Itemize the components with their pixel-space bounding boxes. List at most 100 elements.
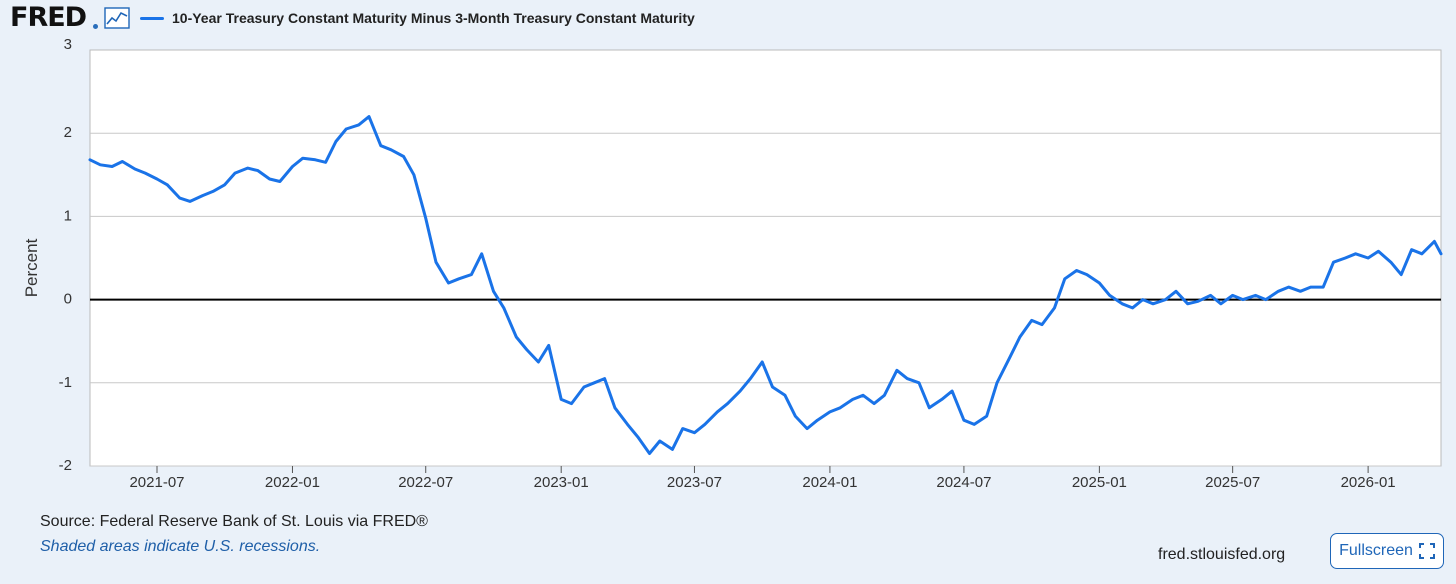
data-point <box>144 171 147 175</box>
data-point <box>402 155 405 158</box>
data-point <box>593 381 596 384</box>
data-point <box>1332 261 1335 264</box>
data-point <box>1008 356 1011 359</box>
y-tick-label: 0 <box>64 291 72 308</box>
data-point <box>928 406 931 409</box>
data-point <box>716 410 719 414</box>
data-point <box>110 165 114 168</box>
data-point <box>178 196 181 200</box>
y-tick-label: -2 <box>59 457 72 474</box>
data-point <box>995 381 999 384</box>
data-point <box>268 177 271 181</box>
data-point <box>693 431 696 434</box>
data-point <box>1439 252 1443 255</box>
x-tick-label: 2024-07 <box>936 474 991 491</box>
data-point <box>973 423 976 426</box>
x-tick-label: 2024-01 <box>802 474 857 491</box>
fred-logo[interactable]: FRED <box>10 2 87 33</box>
data-point <box>1075 269 1078 272</box>
data-point <box>1287 285 1290 289</box>
data-point <box>794 414 797 418</box>
data-point <box>1322 285 1325 289</box>
data-point <box>424 216 427 220</box>
data-point <box>883 394 886 397</box>
data-point <box>681 427 684 430</box>
series-line <box>88 115 1443 455</box>
y-tick-label: 1 <box>64 207 72 224</box>
line-chart: 3 2 1 0 -1 -2 2021-07 2022-01 2022-07 2023-01 2023… <box>22 36 1443 491</box>
axis-layer: 3 2 1 0 -1 -2 2021-07 2022-01 2022-07 2023-01 2023… <box>22 36 1396 491</box>
data-point <box>480 252 483 255</box>
data-point <box>1040 323 1044 326</box>
data-point <box>560 398 563 401</box>
data-point <box>223 183 226 186</box>
data-point <box>201 194 204 197</box>
data-point <box>985 414 988 418</box>
data-point <box>121 160 124 163</box>
grid-layer <box>89 49 1442 467</box>
site-url[interactable]: fred.stlouisfed.org <box>1158 546 1286 563</box>
data-point <box>515 335 518 339</box>
data-point <box>334 140 338 143</box>
data-point <box>547 344 550 347</box>
data-point <box>1309 285 1312 289</box>
data-point <box>582 385 586 389</box>
data-point <box>155 177 159 181</box>
data-point <box>457 277 461 280</box>
fullscreen-button[interactable]: Fullscreen <box>1330 533 1444 569</box>
data-point <box>816 419 819 422</box>
data-point <box>1085 273 1089 276</box>
x-tick-label: 2022-01 <box>265 474 320 491</box>
data-point <box>502 306 505 310</box>
data-point <box>1254 294 1257 297</box>
x-tick-label: 2023-07 <box>667 474 722 491</box>
data-point <box>1108 294 1111 297</box>
data-point <box>133 167 137 171</box>
data-point <box>805 427 809 430</box>
data-point <box>1030 319 1033 322</box>
data-point <box>761 360 764 364</box>
data-point <box>88 158 92 161</box>
data-point <box>861 394 865 397</box>
data-point <box>828 410 832 414</box>
data-point <box>726 402 729 405</box>
data-point <box>1098 281 1101 285</box>
data-point <box>1018 335 1022 339</box>
data-point <box>492 290 495 293</box>
data-point <box>603 377 606 380</box>
y-tick-label: 2 <box>64 124 72 141</box>
data-point <box>1410 248 1413 251</box>
data-point <box>636 435 639 439</box>
data-point <box>233 171 237 175</box>
data-point <box>1186 302 1189 305</box>
data-point <box>749 377 752 380</box>
data-point <box>671 448 674 451</box>
data-point <box>738 389 742 393</box>
data-point <box>839 406 842 409</box>
fred-logo-mark <box>93 24 98 29</box>
data-point <box>525 348 528 351</box>
recession-note: Shaded areas indicate U.S. recessions. <box>40 538 321 555</box>
data-point <box>940 398 943 401</box>
data-point <box>917 381 921 384</box>
data-point <box>771 385 774 389</box>
series-layer <box>88 115 1443 455</box>
data-point <box>1433 240 1436 243</box>
data-point <box>314 158 317 161</box>
graph-icon[interactable] <box>104 7 130 29</box>
data-point <box>367 115 371 118</box>
data-point <box>256 169 260 172</box>
y-tick-label: 3 <box>64 36 72 53</box>
data-point <box>246 166 249 170</box>
data-point <box>166 183 169 186</box>
data-point <box>211 190 215 193</box>
data-point <box>389 148 393 151</box>
data-point <box>1354 252 1357 255</box>
data-point <box>895 369 899 372</box>
data-point <box>1196 300 1200 303</box>
data-point <box>1219 302 1223 305</box>
data-point <box>1063 277 1067 280</box>
source-note: Source: Federal Reserve Bank of St. Loui… <box>40 513 428 530</box>
data-point <box>1151 302 1155 305</box>
data-point <box>324 161 327 164</box>
